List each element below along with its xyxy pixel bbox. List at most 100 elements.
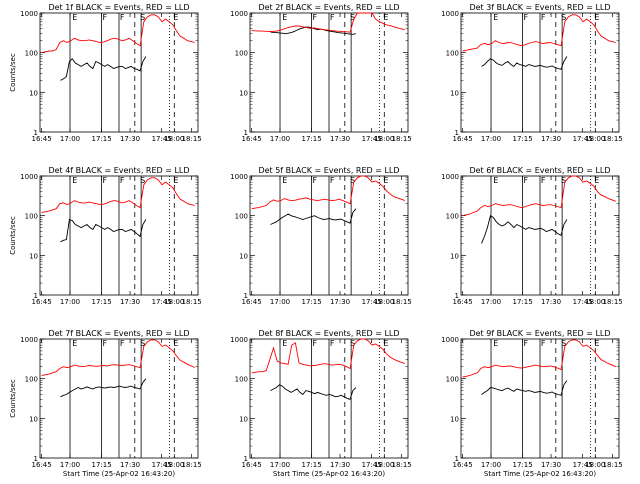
interval-label: E — [282, 13, 287, 22]
x-tick-label: 17:15 — [92, 298, 112, 306]
y-tick-label: 1000 — [20, 173, 38, 181]
interval-label: E — [173, 339, 178, 348]
y-axis-label: Counts/sec — [9, 216, 17, 255]
chart-panel: Det 4f BLACK = Events, RED = LLD 1 10 100 10… — [9, 166, 202, 306]
y-tick-label: 1 — [244, 455, 248, 463]
interval-label: E — [282, 176, 287, 185]
interval-label: E — [282, 339, 287, 348]
x-tick-label: 17:15 — [302, 461, 322, 469]
x-tick-label: 17:30 — [120, 298, 140, 306]
interval-label: E — [383, 176, 388, 185]
interval-label: E — [594, 339, 599, 348]
x-tick-label: 17:30 — [541, 135, 561, 143]
interval-label: F — [312, 176, 317, 185]
lld-series-line — [462, 14, 616, 52]
x-tick-label: 17:45 — [152, 135, 172, 143]
events-series-line — [481, 214, 568, 244]
lld-series-line — [251, 175, 405, 210]
x-tick-label: 17:30 — [541, 461, 561, 469]
y-tick-label: 1000 — [441, 173, 459, 181]
chart-panel: Det 1f BLACK = Events, RED = LLD 1 10 100 10… — [9, 3, 202, 143]
interval-label: F — [330, 176, 335, 185]
interval-label: F — [120, 13, 125, 22]
y-tick-label: 1 — [244, 129, 248, 137]
y-tick-label: 100 — [25, 213, 38, 221]
interval-label: S — [561, 13, 566, 22]
events-series-line — [60, 378, 147, 398]
interval-label: F — [330, 13, 335, 22]
y-tick-label: 1 — [455, 129, 459, 137]
y-tick-label: 100 — [446, 213, 459, 221]
interval-label: E — [72, 176, 77, 185]
interval-label: F — [120, 339, 125, 348]
x-tick-label: 18:15 — [603, 298, 623, 306]
y-tick-label: 100 — [446, 50, 459, 58]
y-axis-label: Counts/sec — [9, 53, 17, 92]
x-tick-label: 18:15 — [392, 461, 412, 469]
x-tick-label: 17:00 — [60, 135, 80, 143]
x-tick-label: 18:00 — [374, 461, 394, 469]
x-tick-label: 17:00 — [270, 135, 290, 143]
interval-label: F — [102, 176, 107, 185]
x-axis-label: Start Time (25-Apr-02 16:43:20) — [484, 470, 596, 478]
interval-label: S — [561, 176, 566, 185]
y-tick-label: 100 — [235, 376, 248, 384]
interval-label: E — [594, 13, 599, 22]
y-tick-label: 10 — [239, 89, 248, 97]
y-tick-label: 1 — [455, 455, 459, 463]
events-series-line — [270, 384, 357, 400]
y-tick-label: 100 — [446, 376, 459, 384]
x-tick-label: 17:45 — [573, 461, 593, 469]
y-tick-label: 100 — [235, 213, 248, 221]
chart-panel: Det 3f BLACK = Events, RED = LLD 1 10 100 10… — [441, 3, 623, 143]
x-tick-label: 17:30 — [541, 298, 561, 306]
chart-panel: Det 8f BLACK = Events, RED = LLD 1 10 100 10… — [230, 329, 412, 478]
chart-title: Det 1f BLACK = Events, RED = LLD — [48, 3, 189, 12]
interval-label: E — [493, 339, 498, 348]
interval-label: S — [350, 13, 355, 22]
chart-title: Det 9f BLACK = Events, RED = LLD — [469, 329, 610, 338]
x-tick-label: 17:45 — [573, 298, 593, 306]
interval-label: S — [140, 339, 145, 348]
x-tick-label: 16:45 — [241, 135, 261, 143]
events-series-line — [481, 380, 568, 396]
x-tick-label: 16:45 — [31, 135, 51, 143]
x-tick-label: 17:45 — [573, 135, 593, 143]
interval-label: F — [541, 13, 546, 22]
interval-label: E — [493, 13, 498, 22]
interval-label: F — [102, 13, 107, 22]
x-tick-label: 18:00 — [374, 135, 394, 143]
x-tick-label: 18:15 — [392, 298, 412, 306]
interval-label: S — [140, 176, 145, 185]
interval-label: F — [541, 339, 546, 348]
x-tick-label: 17:00 — [270, 298, 290, 306]
interval-label: E — [594, 176, 599, 185]
y-tick-label: 1 — [34, 292, 38, 300]
interval-label: E — [173, 13, 178, 22]
x-tick-label: 17:30 — [330, 135, 350, 143]
x-tick-label: 18:15 — [182, 298, 202, 306]
x-tick-label: 17:45 — [152, 298, 172, 306]
x-tick-label: 18:15 — [392, 135, 412, 143]
chart-panel: Det 5f BLACK = Events, RED = LLD 1 10 100 10… — [230, 166, 412, 306]
chart-title: Det 4f BLACK = Events, RED = LLD — [48, 166, 189, 175]
y-tick-label: 1 — [455, 292, 459, 300]
y-tick-label: 1 — [34, 455, 38, 463]
y-tick-label: 10 — [450, 252, 459, 260]
x-tick-label: 18:00 — [164, 135, 184, 143]
interval-label: S — [561, 339, 566, 348]
interval-label: F — [523, 339, 528, 348]
lld-series-line — [251, 12, 405, 33]
x-tick-label: 18:00 — [374, 298, 394, 306]
y-tick-label: 10 — [29, 252, 38, 260]
x-tick-label: 16:45 — [31, 298, 51, 306]
chart-title: Det 5f BLACK = Events, RED = LLD — [258, 166, 399, 175]
x-tick-label: 17:15 — [92, 461, 112, 469]
x-tick-label: 17:30 — [120, 135, 140, 143]
y-tick-label: 100 — [25, 50, 38, 58]
chart-title: Det 8f BLACK = Events, RED = LLD — [258, 329, 399, 338]
y-tick-label: 1000 — [441, 336, 459, 344]
events-series-line — [60, 218, 147, 243]
